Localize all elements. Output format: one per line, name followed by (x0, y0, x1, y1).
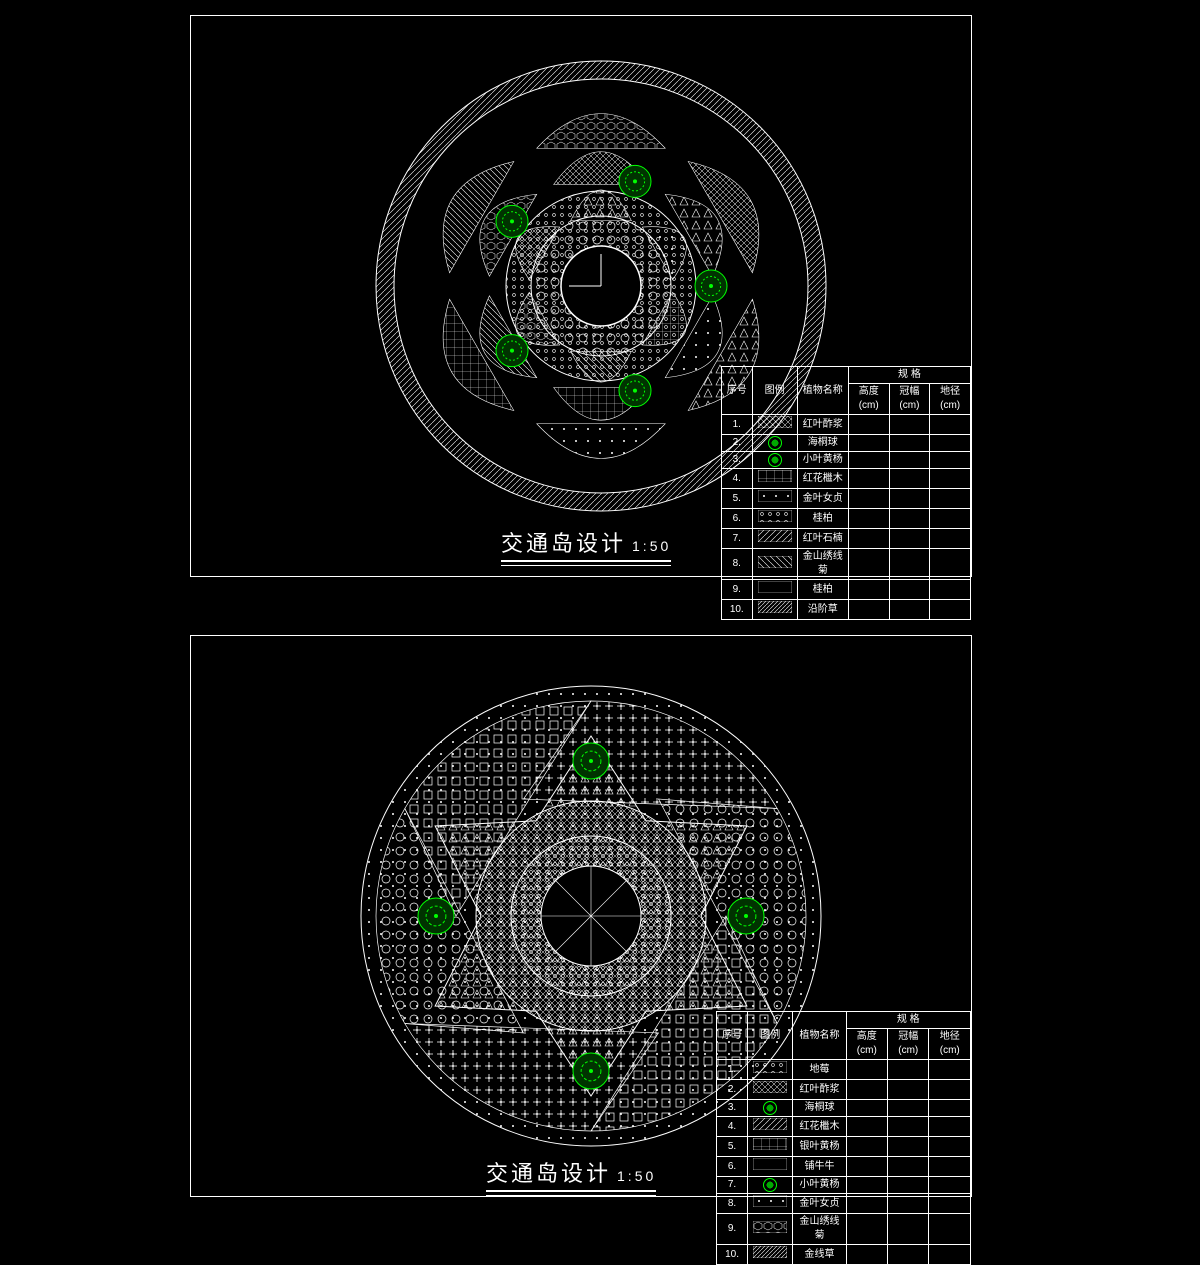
pattern-swatch (758, 470, 792, 482)
pattern-swatch (753, 1246, 787, 1258)
legend-row: 7.小叶黄杨 (717, 1177, 971, 1194)
legend-row: 9.金山绣线菊 (717, 1214, 971, 1245)
drawing-sheet: 交通岛设计1:50 序号 图例 植物名称 规 格 高度(cm)冠幅(cm)地径(… (190, 15, 972, 577)
tree-symbol (496, 335, 528, 367)
tree-symbol (418, 898, 454, 934)
legend-row: 9.桂柏 (722, 580, 971, 600)
tree-icon (763, 1101, 777, 1115)
pattern-swatch (753, 1118, 787, 1130)
legend-row: 10.金线草 (717, 1245, 971, 1265)
title-text: 交通岛设计1:50 (501, 526, 671, 562)
legend-row: 4.红花檵木 (717, 1117, 971, 1137)
tree-symbol (619, 375, 651, 407)
tree-icon (763, 1178, 777, 1192)
legend-table: 序号 图例 植物名称 规 格 高度(cm)冠幅(cm)地径(cm)1.红叶酢浆2… (721, 366, 971, 620)
tree-symbol (619, 165, 651, 197)
tree-symbol (573, 743, 609, 779)
title-text: 交通岛设计1:50 (486, 1156, 656, 1192)
pattern-swatch (758, 490, 792, 502)
legend-row: 8.金叶女贞 (717, 1194, 971, 1214)
pattern-swatch (753, 1158, 787, 1170)
legend-row: 1.地莓 (717, 1060, 971, 1080)
legend-row: 5.金叶女贞 (722, 489, 971, 509)
drawing-title: 交通岛设计1:50 (486, 1156, 656, 1196)
pattern-swatch (753, 1195, 787, 1207)
legend-row: 7.红叶石楠 (722, 529, 971, 549)
tree-icon (768, 436, 782, 450)
pattern-swatch (753, 1138, 787, 1150)
legend-row: 2.海桐球 (722, 435, 971, 452)
pattern-swatch (758, 581, 792, 593)
legend-row: 3.小叶黄杨 (722, 452, 971, 469)
tree-icon (768, 453, 782, 467)
tree-symbol (695, 270, 727, 302)
pattern-swatch (758, 416, 792, 428)
legend-row: 6.铺牛牛 (717, 1157, 971, 1177)
legend-row: 8.金山绣线菊 (722, 549, 971, 580)
tree-symbol (573, 1053, 609, 1089)
legend-row: 5.银叶黄杨 (717, 1137, 971, 1157)
legend-row: 4.红花檵木 (722, 469, 971, 489)
pattern-swatch (758, 510, 792, 522)
drawing-sheet: 交通岛设计1:50 序号 图例 植物名称 规 格 高度(cm)冠幅(cm)地径(… (190, 635, 972, 1197)
pattern-swatch (753, 1081, 787, 1093)
pattern-swatch (758, 530, 792, 542)
pattern-swatch (753, 1221, 787, 1233)
legend-row: 2.红叶酢浆 (717, 1080, 971, 1100)
title-scale: 1:50 (632, 538, 671, 554)
drawing-title: 交通岛设计1:50 (501, 526, 671, 566)
tree-symbol (496, 205, 528, 237)
pattern-swatch (753, 1061, 787, 1073)
legend-table: 序号 图例 植物名称 规 格 高度(cm)冠幅(cm)地径(cm)1.地莓2.红… (716, 1011, 971, 1265)
pattern-swatch (758, 601, 792, 613)
legend-row: 1.红叶酢浆 (722, 415, 971, 435)
legend-row: 6.桂柏 (722, 509, 971, 529)
tree-symbol (728, 898, 764, 934)
title-scale: 1:50 (617, 1168, 656, 1184)
legend-row: 3.海桐球 (717, 1100, 971, 1117)
pattern-swatch (758, 556, 792, 568)
legend-row: 10.沿阶草 (722, 600, 971, 620)
